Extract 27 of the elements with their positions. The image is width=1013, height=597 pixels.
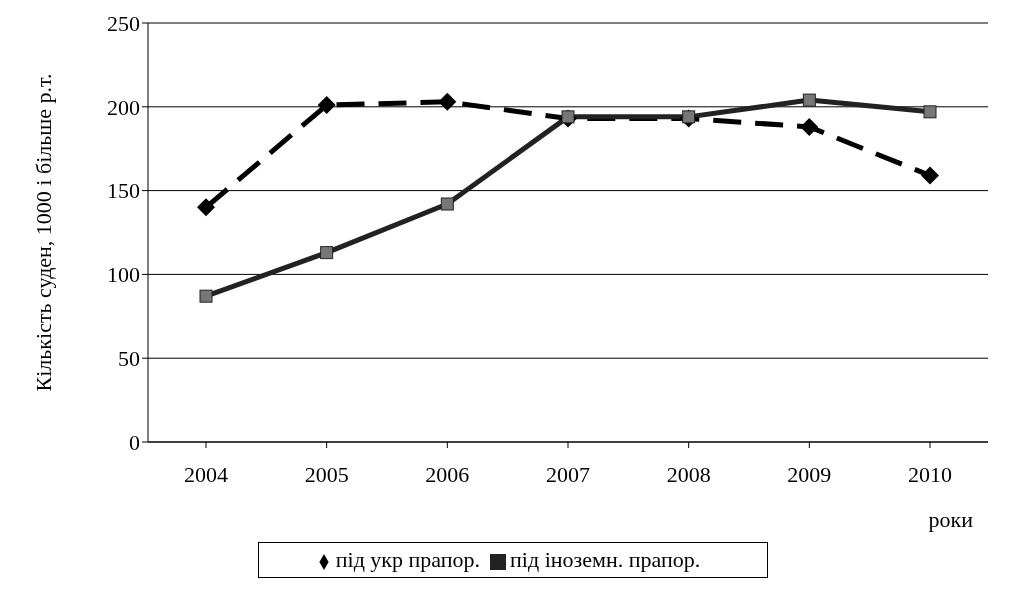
y-tick-label: 100	[107, 262, 140, 288]
point	[923, 105, 937, 119]
point	[440, 197, 454, 211]
point	[921, 166, 939, 185]
x-tick-label: 2009	[787, 461, 832, 487]
y-axis-title: Кількість суден, 1000 і більше р.т.	[30, 73, 56, 392]
y-tick-label: 200	[107, 94, 140, 120]
x-tick-label: 2007	[546, 461, 590, 487]
x-tick-label: 2005	[304, 461, 349, 487]
x-tick-label: 2004	[184, 461, 228, 487]
x-tick-label: 2010	[908, 461, 952, 487]
y-tick-label: 250	[107, 10, 140, 36]
point	[438, 92, 457, 111]
point	[197, 198, 215, 217]
x-tick-label: 2006	[425, 461, 470, 487]
point	[802, 93, 816, 107]
y-tick-label: 50	[118, 346, 140, 372]
x-tick-label: 2008	[666, 461, 711, 487]
point	[199, 289, 213, 303]
legend-label: під іноземн. прапор.	[510, 547, 701, 572]
x-axis-title: роки	[928, 507, 974, 532]
point	[317, 96, 336, 115]
legend-label: під укр прапор.	[335, 547, 481, 572]
point	[800, 117, 819, 136]
y-tick-label: 0	[129, 429, 140, 455]
point	[320, 246, 334, 260]
y-tick-label: 150	[107, 178, 140, 204]
